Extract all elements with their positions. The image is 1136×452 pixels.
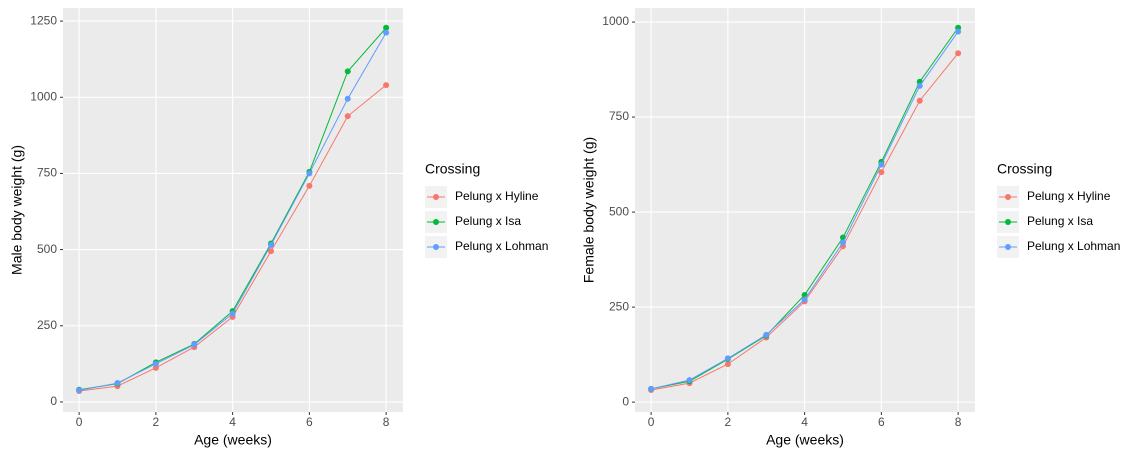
x-tick-label: 0 (648, 415, 655, 429)
x-tick-label: 2 (725, 415, 732, 429)
legend-title: Crossing (997, 161, 1052, 177)
point (878, 161, 885, 168)
point (955, 28, 962, 35)
y-tick-label: 500 (37, 242, 57, 256)
x-tick-label: 6 (878, 415, 885, 429)
point (383, 29, 390, 36)
point (724, 355, 731, 362)
legend-key-point (433, 219, 439, 225)
x-axis-title: Age (weeks) (194, 432, 272, 448)
point (686, 377, 693, 384)
point (306, 182, 313, 189)
point (839, 239, 846, 246)
point (955, 50, 962, 57)
legend-key-point (1005, 219, 1011, 225)
point (344, 113, 351, 120)
legend-label: Pelung x Isa (1027, 214, 1093, 228)
legend-key-point (433, 194, 439, 200)
point (801, 296, 808, 303)
x-tick-label: 4 (801, 415, 808, 429)
x-tick-label: 6 (306, 415, 313, 429)
point (191, 341, 198, 348)
point (383, 82, 390, 89)
y-tick-label: 1250 (30, 13, 57, 27)
x-axis-title: Age (weeks) (766, 432, 844, 448)
point (306, 170, 313, 177)
legend-label: Pelung x Hyline (455, 189, 539, 203)
legend-key-point (433, 244, 439, 250)
point (267, 242, 274, 249)
y-tick-label: 250 (37, 318, 57, 332)
point (114, 380, 121, 387)
legend-label: Pelung x Hyline (1027, 189, 1111, 203)
legend-title: Crossing (425, 161, 480, 177)
y-axis-title: Female body weight (g) (581, 137, 597, 283)
x-tick-label: 4 (229, 415, 236, 429)
point (763, 331, 770, 338)
y-tick-label: 250 (609, 299, 629, 313)
y-tick-label: 0 (50, 394, 57, 408)
point (916, 97, 923, 104)
x-tick-label: 0 (76, 415, 83, 429)
legend-key-point (1005, 194, 1011, 200)
y-tick-label: 1000 (30, 89, 57, 103)
y-tick-label: 750 (37, 166, 57, 180)
point (267, 248, 274, 255)
x-tick-label: 8 (383, 415, 390, 429)
legend-key-point (1005, 244, 1011, 250)
legend-label: Pelung x Isa (455, 214, 521, 228)
point (383, 24, 390, 31)
point (344, 68, 351, 75)
point (724, 361, 731, 368)
y-tick-label: 1000 (602, 14, 629, 28)
x-tick-label: 8 (955, 415, 962, 429)
x-tick-label: 2 (153, 415, 160, 429)
point (648, 385, 655, 392)
point (916, 82, 923, 89)
point (152, 360, 159, 367)
y-tick-label: 750 (609, 109, 629, 123)
point (344, 95, 351, 102)
legend-label: Pelung x Lohman (455, 239, 548, 253)
point (878, 169, 885, 176)
point (76, 387, 83, 394)
legend-label: Pelung x Lohman (1027, 239, 1120, 253)
y-axis-title: Male body weight (g) (9, 145, 25, 275)
y-tick-label: 0 (622, 394, 629, 408)
point (229, 310, 236, 317)
y-tick-label: 500 (609, 204, 629, 218)
